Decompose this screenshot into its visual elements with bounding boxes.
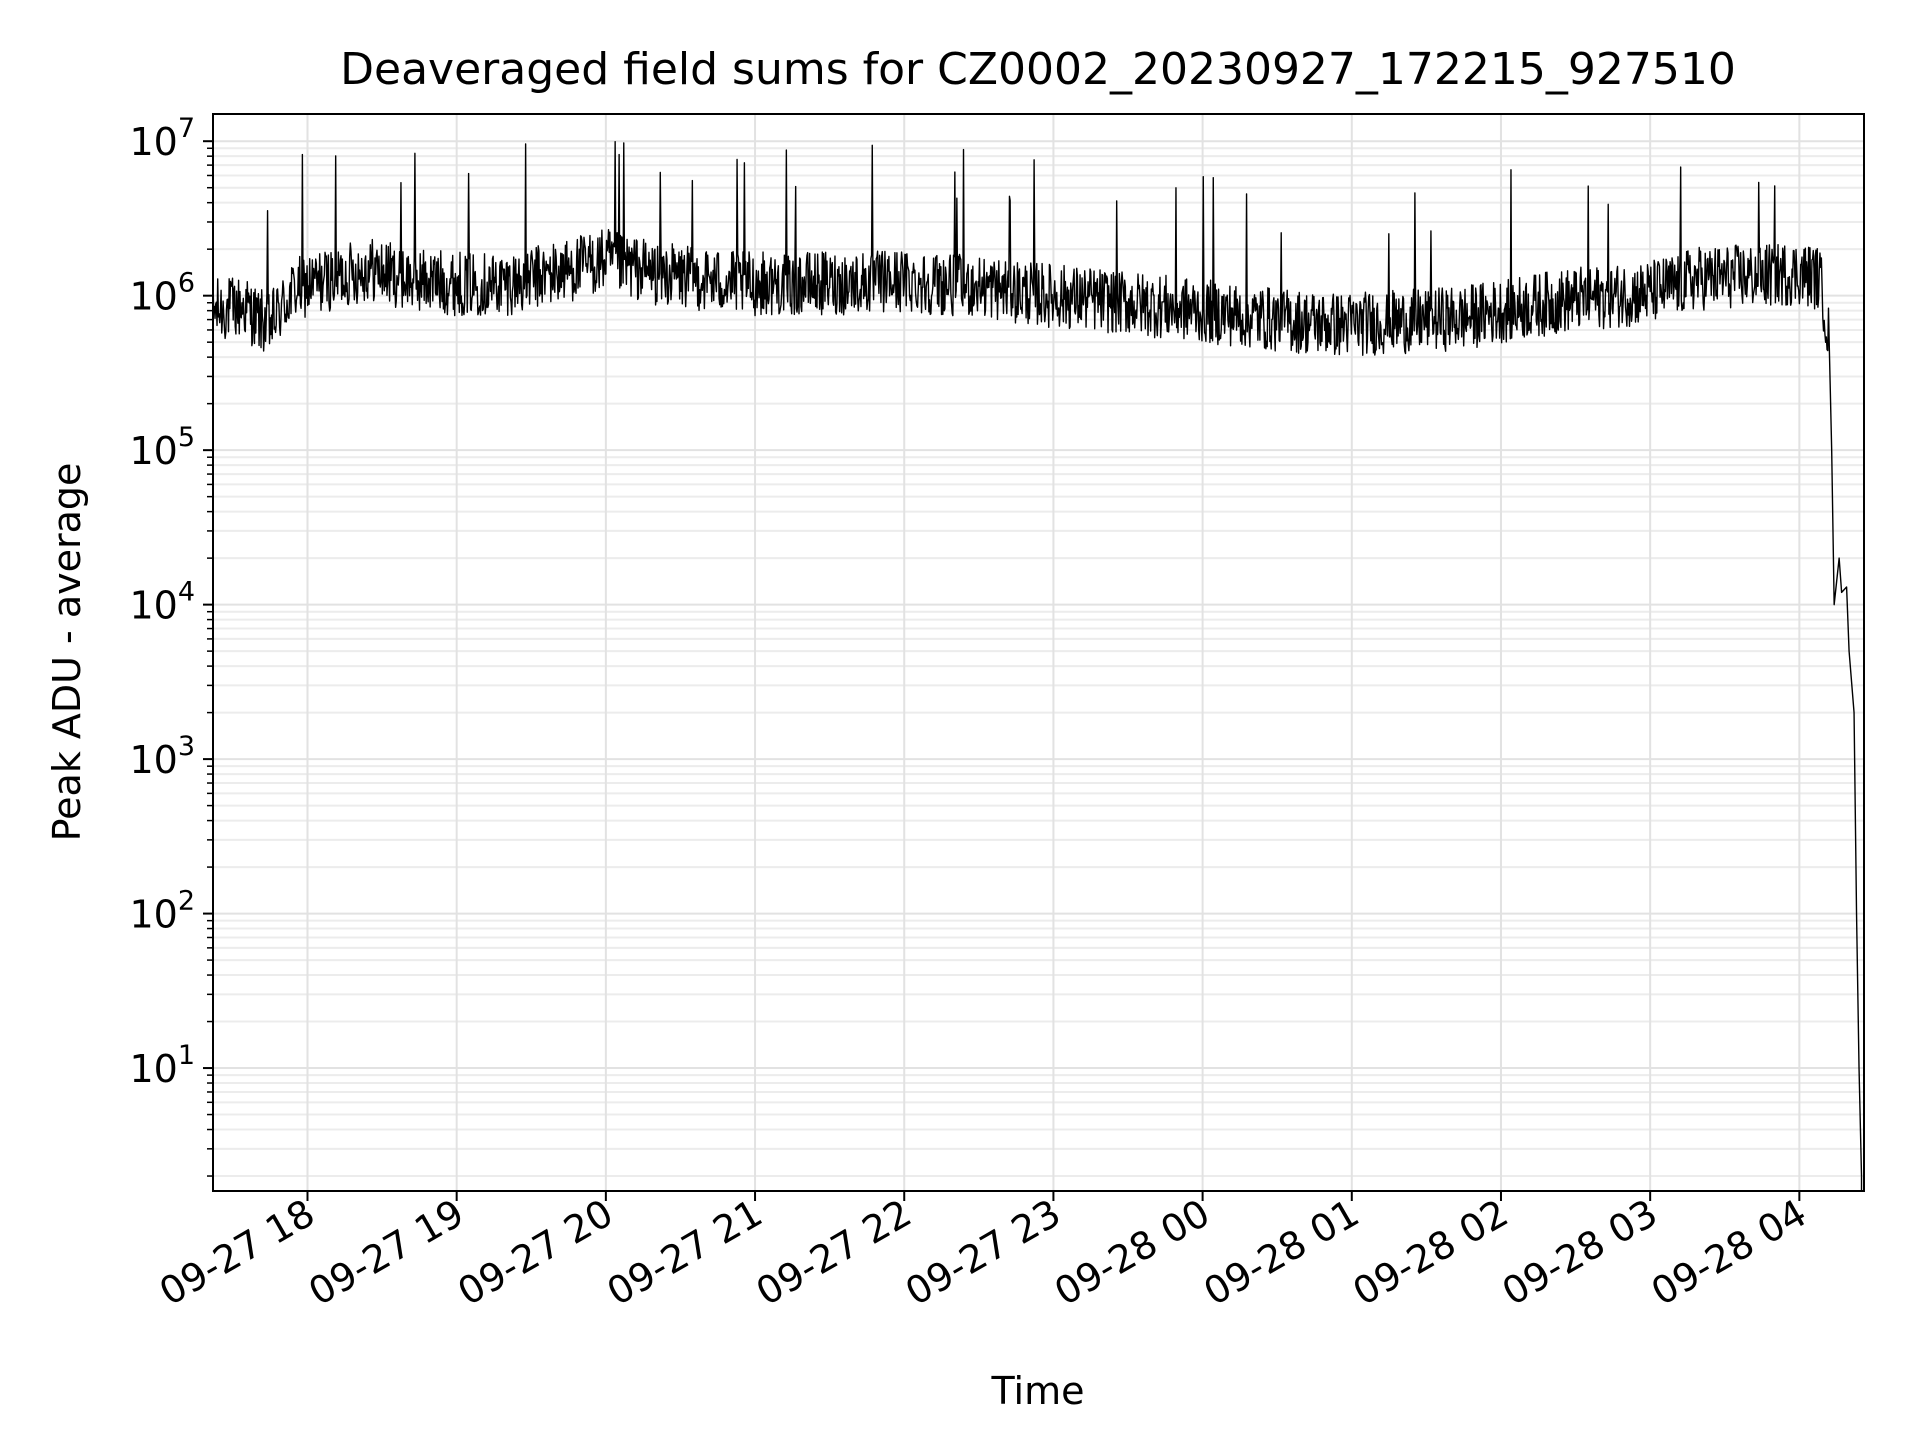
- series-layer: [212, 140, 1863, 1191]
- y-tick-label: 107: [129, 113, 195, 164]
- y-tick-label: 101: [129, 1040, 195, 1091]
- x-axis-label: Time: [991, 1369, 1085, 1413]
- y-axis-label: Peak ADU - average: [45, 463, 89, 842]
- grid: [213, 114, 1864, 1191]
- y-tick-label: 105: [129, 422, 195, 473]
- plot-frame: [212, 113, 1865, 1192]
- y-tick-label: 103: [129, 731, 195, 782]
- series-line: [212, 140, 1863, 1177]
- y-tick-label: 102: [129, 886, 195, 937]
- y-tick-label: 106: [129, 268, 195, 319]
- chart-title: Deaveraged field sums for CZ0002_2023092…: [340, 44, 1736, 95]
- y-tick-label: 104: [129, 577, 195, 628]
